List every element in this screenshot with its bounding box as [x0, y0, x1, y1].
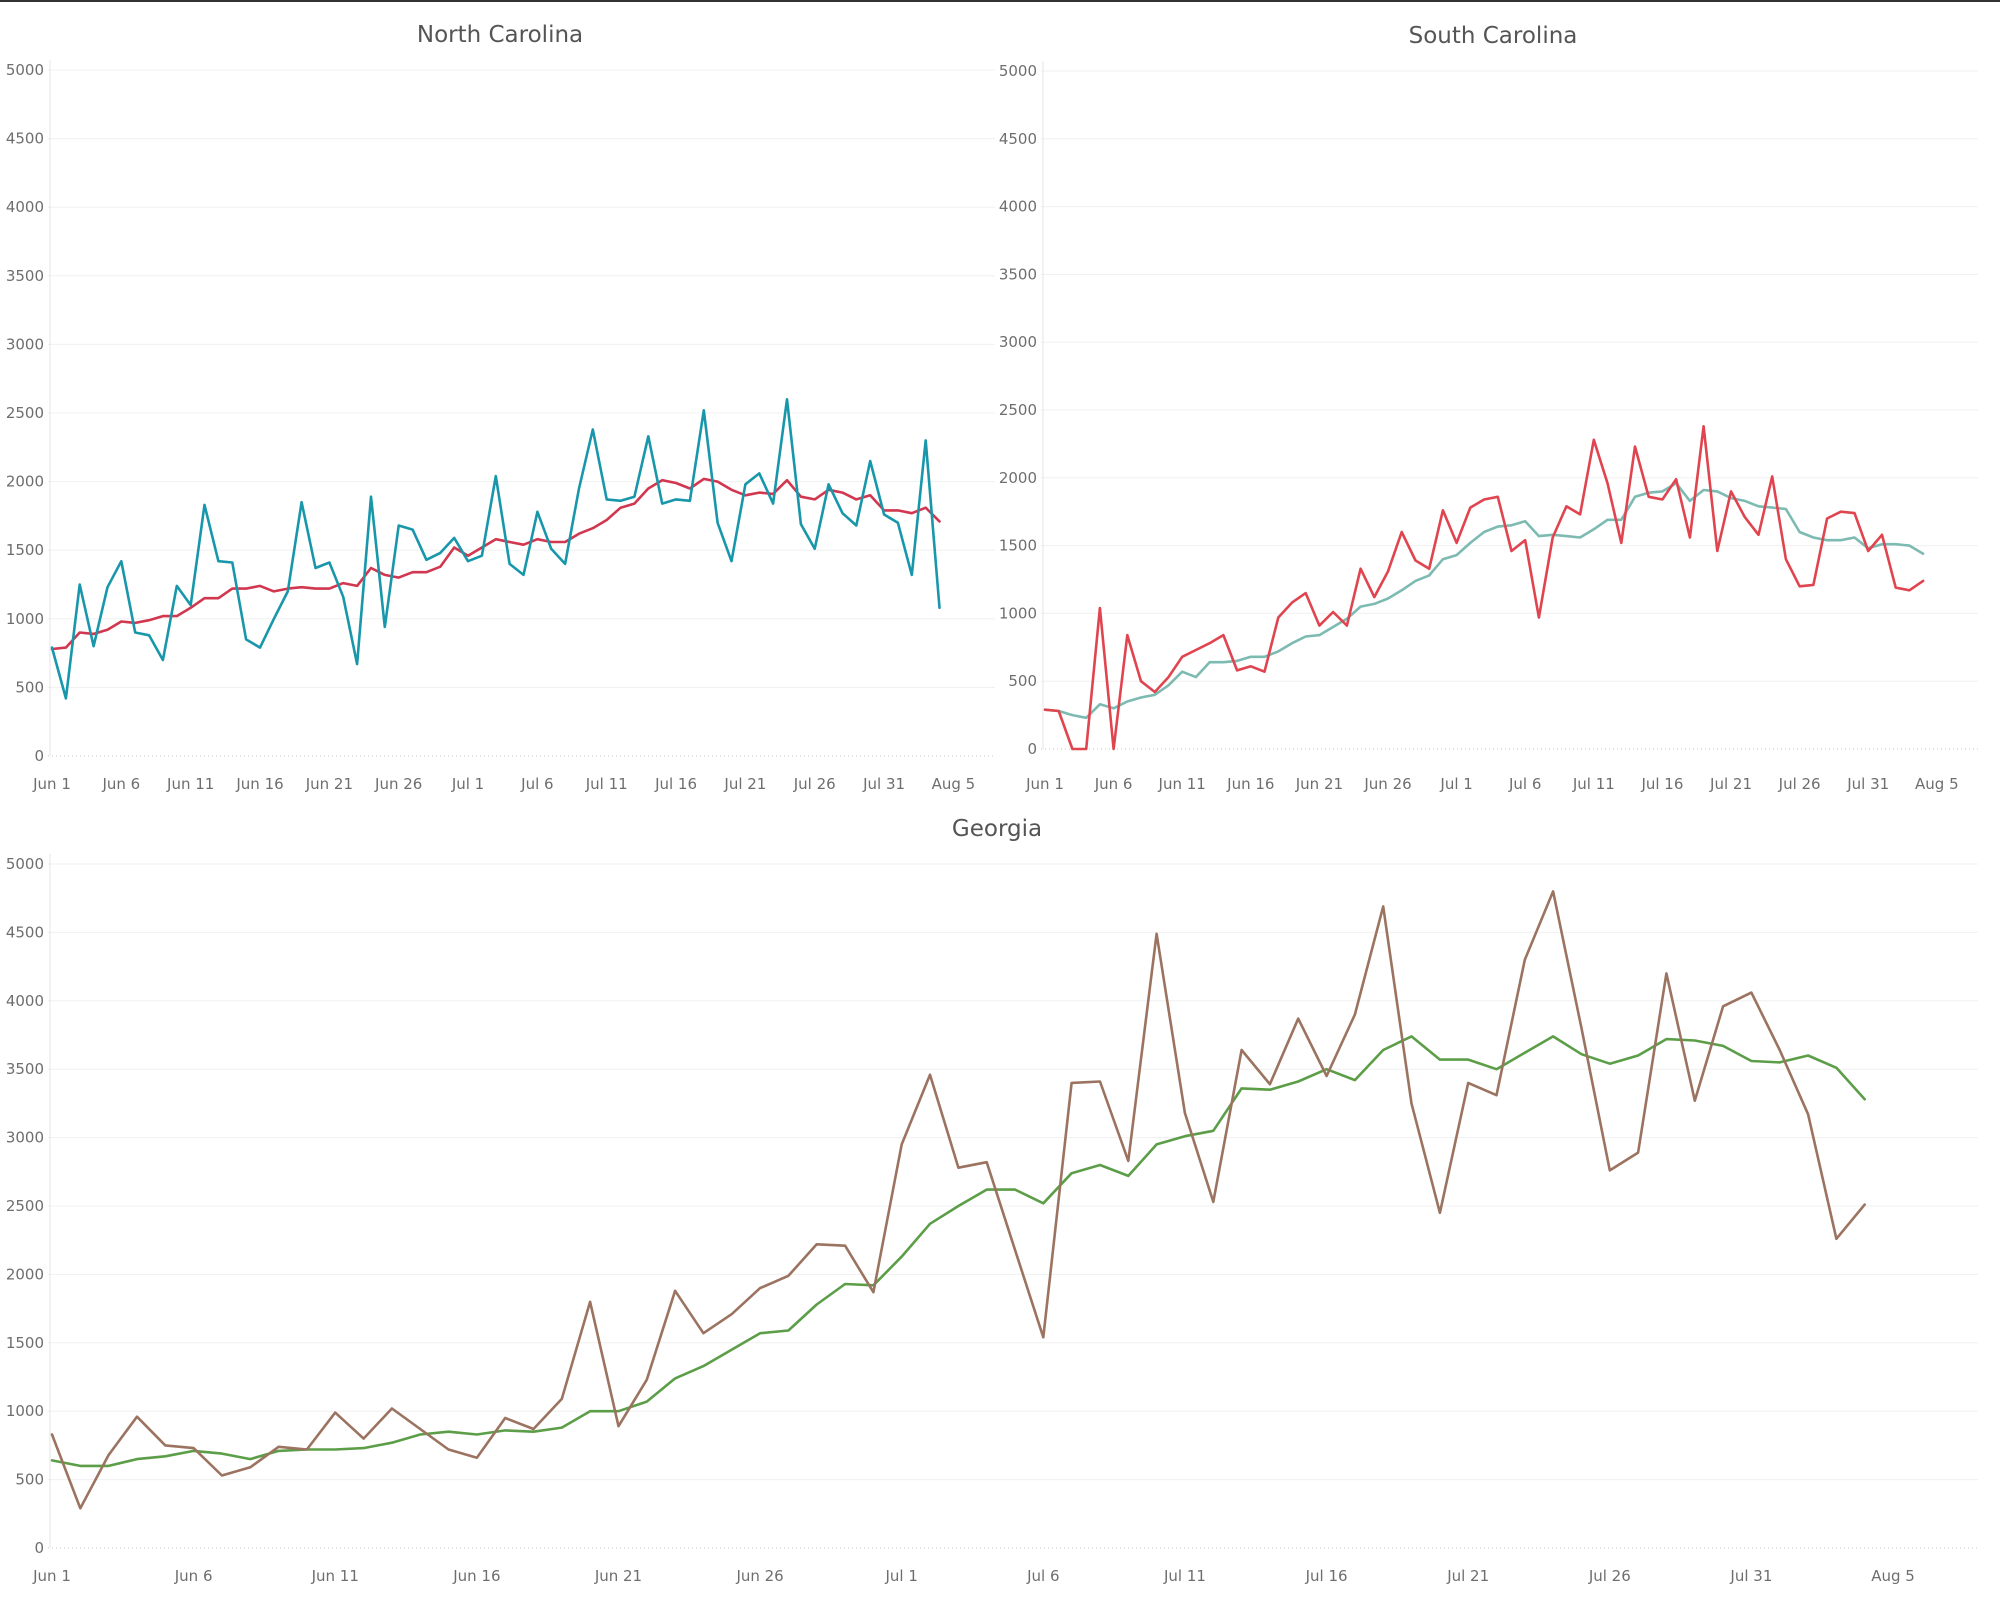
georgia-x-tick-label: Jul 21 [1446, 1567, 1489, 1585]
georgia-x-tick-label: Jul 6 [1026, 1567, 1059, 1585]
georgia-y-tick-label: 1000 [6, 1402, 44, 1420]
georgia-x-tick-label: Jul 1 [884, 1567, 917, 1585]
north-carolina-x-tick-label: Aug 5 [932, 775, 976, 793]
south-carolina-y-tick-label: 3500 [999, 265, 1037, 283]
north-carolina-x-tick-label: Jun 21 [305, 775, 353, 793]
north-carolina-x-tick-label: Jun 16 [235, 775, 283, 793]
georgia-y-tick-label: 1500 [6, 1334, 44, 1352]
georgia-x-tick-label: Jul 31 [1729, 1567, 1772, 1585]
georgia-x-tick-label: Jun 21 [594, 1567, 642, 1585]
north-carolina-x-tick-label: Jul 11 [585, 775, 628, 793]
georgia-y-tick-label: 500 [15, 1471, 44, 1489]
south-carolina-x-tick-label: Jul 11 [1572, 775, 1615, 793]
georgia-x-tick-label: Aug 5 [1871, 1567, 1915, 1585]
georgia-y-tick-label: 4500 [6, 923, 44, 941]
georgia-title: Georgia [952, 816, 1042, 842]
north-carolina-y-tick-label: 500 [15, 678, 44, 696]
south-carolina-x-tick-label: Jun 16 [1226, 775, 1274, 793]
georgia-y-tick-label: 2000 [6, 1265, 44, 1283]
south-carolina-y-tick-label: 2500 [999, 401, 1037, 419]
south-carolina-x-tick-label: Jul 26 [1778, 775, 1821, 793]
north-carolina-y-tick-label: 1500 [6, 541, 44, 559]
north-carolina-y-tick-label: 2000 [6, 473, 44, 491]
south-carolina-series-1-line [1043, 481, 1925, 720]
south-carolina-title: South Carolina [1409, 23, 1578, 49]
south-carolina-x-tick-label: Jun 26 [1363, 775, 1411, 793]
north-carolina-series-1-line [50, 477, 941, 651]
georgia-y-tick-label: 3500 [6, 1060, 44, 1078]
south-carolina-x-tick-label: Jul 1 [1439, 775, 1472, 793]
south-carolina-x-tick-label: Jun 6 [1094, 775, 1133, 793]
south-carolina-x-tick-label: Jul 16 [1640, 775, 1683, 793]
south-carolina-y-tick-label: 2000 [999, 469, 1037, 487]
georgia-y-tick-label: 5000 [6, 855, 44, 873]
north-carolina-y-tick-label: 2500 [6, 404, 44, 422]
north-carolina-y-tick-label: 3000 [6, 335, 44, 353]
north-carolina-x-tick-label: Jun 11 [166, 775, 214, 793]
north-carolina-y-tick-label: 1000 [6, 610, 44, 628]
georgia-series-1-line [50, 1035, 1866, 1468]
georgia-x-tick-label: Jun 26 [735, 1567, 783, 1585]
north-carolina-x-tick-label: Jul 21 [723, 775, 766, 793]
south-carolina-x-tick-label: Jun 11 [1158, 775, 1206, 793]
north-carolina-x-tick-label: Jul 26 [793, 775, 836, 793]
north-carolina-x-tick-label: Jun 1 [32, 775, 71, 793]
south-carolina-x-tick-label: Jun 21 [1295, 775, 1343, 793]
south-carolina-x-tick-label: Jul 6 [1508, 775, 1541, 793]
north-carolina-x-tick-label: Jul 1 [451, 775, 484, 793]
north-carolina-title: North Carolina [417, 22, 583, 48]
south-carolina-chart: 0 500 1000 1500 2000 2500 3000 3500 4000 4500 5000… [999, 23, 1978, 793]
georgia-x-tick-label: Jun 1 [32, 1567, 71, 1585]
south-carolina-y-tick-label: 4000 [999, 198, 1037, 216]
south-carolina-y-tick-label: 1000 [999, 604, 1037, 622]
north-carolina-x-tick-label: Jun 6 [101, 775, 140, 793]
georgia-y-tick-label: 3000 [6, 1129, 44, 1147]
georgia-y-tick-label: 2500 [6, 1197, 44, 1215]
south-carolina-x-tick-label: Aug 5 [1915, 775, 1959, 793]
south-carolina-y-tick-label: 500 [1008, 672, 1037, 690]
south-carolina-y-tick-label: 1500 [999, 537, 1037, 555]
south-carolina-series-2-line [1043, 424, 1925, 751]
north-carolina-y-tick-label: 4000 [6, 198, 44, 216]
north-carolina-y-tick-label: 3500 [6, 267, 44, 285]
north-carolina-chart: 0 500 1000 1500 2000 2500 3000 3500 4000 4500 5000… [6, 22, 995, 793]
north-carolina-x-tick-label: Jul 16 [654, 775, 697, 793]
georgia-x-tick-label: Jul 16 [1305, 1567, 1348, 1585]
georgia-x-tick-label: Jun 16 [452, 1567, 500, 1585]
south-carolina-x-tick-label: Jun 1 [1025, 775, 1064, 793]
south-carolina-y-tick-label: 5000 [999, 62, 1037, 80]
north-carolina-x-tick-label: Jun 26 [374, 775, 422, 793]
georgia-chart: 0 500 1000 1500 2000 2500 3000 3500 4000 4500 5000… [6, 816, 1978, 1585]
georgia-x-tick-label: Jun 6 [174, 1567, 213, 1585]
north-carolina-y-tick-label: 4500 [6, 130, 44, 148]
georgia-x-tick-label: Jul 11 [1163, 1567, 1206, 1585]
georgia-x-tick-label: Jul 26 [1588, 1567, 1631, 1585]
north-carolina-x-tick-label: Jul 6 [520, 775, 553, 793]
north-carolina-series-2-line [50, 397, 941, 700]
north-carolina-y-tick-label: 5000 [6, 61, 44, 79]
georgia-y-tick-label: 4000 [6, 992, 44, 1010]
north-carolina-y-tick-label: 0 [34, 747, 44, 765]
south-carolina-x-tick-label: Jul 21 [1709, 775, 1752, 793]
south-carolina-y-tick-label: 3000 [999, 333, 1037, 351]
top-border [0, 0, 2000, 2]
georgia-series-2-line [50, 890, 1866, 1510]
south-carolina-y-tick-label: 4500 [999, 130, 1037, 148]
south-carolina-x-tick-label: Jul 31 [1846, 775, 1889, 793]
georgia-y-tick-label: 0 [34, 1539, 44, 1557]
south-carolina-y-tick-label: 0 [1027, 740, 1037, 758]
north-carolina-x-tick-label: Jul 31 [862, 775, 905, 793]
georgia-x-tick-label: Jun 11 [311, 1567, 359, 1585]
